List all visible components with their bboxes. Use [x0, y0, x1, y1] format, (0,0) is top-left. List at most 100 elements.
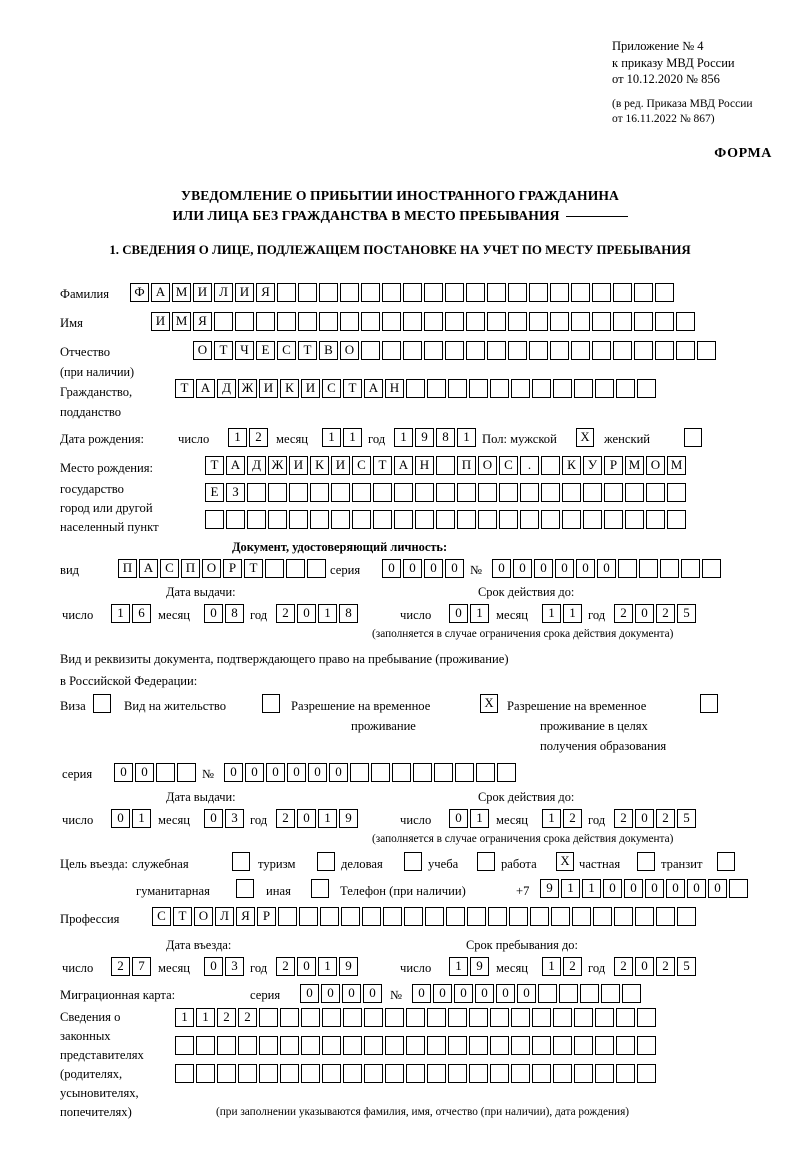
char-cell[interactable]	[532, 1064, 551, 1083]
char-cell[interactable]	[562, 510, 581, 529]
char-cell[interactable]	[238, 1064, 257, 1083]
char-cell[interactable]	[196, 1036, 215, 1055]
char-cell[interactable]	[156, 763, 175, 782]
char-cell[interactable]	[655, 341, 674, 360]
char-cell[interactable]	[469, 1064, 488, 1083]
char-cell[interactable]	[529, 341, 548, 360]
char-cell[interactable]	[466, 341, 485, 360]
char-cell[interactable]	[497, 763, 516, 782]
char-cell[interactable]	[499, 483, 518, 502]
char-cell[interactable]	[340, 312, 359, 331]
char-cell[interactable]: П	[118, 559, 137, 578]
char-cell[interactable]	[446, 907, 465, 926]
char-cell[interactable]: 0	[297, 957, 316, 976]
char-cell[interactable]	[343, 1036, 362, 1055]
char-cell[interactable]	[550, 341, 569, 360]
char-cell[interactable]	[436, 510, 455, 529]
char-cell[interactable]	[634, 341, 653, 360]
char-cell[interactable]	[256, 312, 275, 331]
char-cell[interactable]	[550, 312, 569, 331]
char-cell[interactable]: С	[277, 341, 296, 360]
char-cell[interactable]: Ж	[238, 379, 257, 398]
char-cell[interactable]: 1	[318, 809, 337, 828]
char-cell[interactable]	[469, 1036, 488, 1055]
char-cell[interactable]	[361, 283, 380, 302]
char-cell[interactable]: 0	[433, 984, 452, 1003]
char-cell[interactable]: И	[193, 283, 212, 302]
char-cell[interactable]	[616, 1064, 635, 1083]
char-cell[interactable]: В	[319, 341, 338, 360]
char-cell[interactable]	[655, 283, 674, 302]
char-cell[interactable]	[509, 907, 528, 926]
char-cell[interactable]: 9	[540, 879, 559, 898]
char-cell[interactable]: Т	[175, 379, 194, 398]
char-cell[interactable]: У	[583, 456, 602, 475]
char-cell[interactable]	[280, 1008, 299, 1027]
char-cell[interactable]	[487, 283, 506, 302]
char-cell[interactable]	[466, 312, 485, 331]
char-cell[interactable]	[235, 312, 254, 331]
char-cell[interactable]	[424, 312, 443, 331]
char-cell[interactable]	[278, 907, 297, 926]
char-cell[interactable]	[364, 1064, 383, 1083]
char-cell[interactable]	[265, 559, 284, 578]
char-cell[interactable]	[457, 510, 476, 529]
char-cell[interactable]: 2	[238, 1008, 257, 1027]
char-cell[interactable]	[571, 312, 590, 331]
char-cell[interactable]	[382, 341, 401, 360]
char-cell[interactable]	[196, 1064, 215, 1083]
char-cell[interactable]	[319, 283, 338, 302]
char-cell[interactable]: 0	[403, 559, 422, 578]
char-cell[interactable]: Р	[257, 907, 276, 926]
char-cell[interactable]	[553, 379, 572, 398]
char-cell[interactable]	[268, 483, 287, 502]
char-cell[interactable]: О	[340, 341, 359, 360]
char-cell[interactable]: 1	[563, 604, 582, 623]
sex-female-checkbox[interactable]	[684, 428, 702, 447]
char-cell[interactable]: 0	[204, 809, 223, 828]
char-cell[interactable]	[394, 483, 413, 502]
char-cell[interactable]: 1	[343, 428, 362, 447]
char-cell[interactable]	[445, 312, 464, 331]
char-cell[interactable]	[322, 1064, 341, 1083]
char-cell[interactable]: 0	[329, 763, 348, 782]
char-cell[interactable]: Я	[193, 312, 212, 331]
char-cell[interactable]	[403, 312, 422, 331]
char-cell[interactable]: 2	[563, 957, 582, 976]
char-cell[interactable]: Т	[205, 456, 224, 475]
char-cell[interactable]	[394, 510, 413, 529]
char-cell[interactable]	[487, 312, 506, 331]
char-cell[interactable]	[580, 984, 599, 1003]
char-cell[interactable]	[667, 483, 686, 502]
char-cell[interactable]	[382, 312, 401, 331]
char-cell[interactable]: 0	[266, 763, 285, 782]
char-cell[interactable]	[259, 1064, 278, 1083]
char-cell[interactable]: Н	[385, 379, 404, 398]
char-cell[interactable]	[541, 483, 560, 502]
char-cell[interactable]	[616, 1008, 635, 1027]
char-cell[interactable]	[392, 763, 411, 782]
char-cell[interactable]: 0	[517, 984, 536, 1003]
char-cell[interactable]	[424, 341, 443, 360]
char-cell[interactable]: 0	[424, 559, 443, 578]
char-cell[interactable]: И	[235, 283, 254, 302]
char-cell[interactable]	[469, 379, 488, 398]
visa-checkbox[interactable]	[93, 694, 111, 713]
char-cell[interactable]	[259, 1008, 278, 1027]
char-cell[interactable]	[445, 341, 464, 360]
char-cell[interactable]	[550, 283, 569, 302]
char-cell[interactable]	[277, 283, 296, 302]
edu-residence-checkbox[interactable]	[700, 694, 718, 713]
char-cell[interactable]: 1	[470, 809, 489, 828]
char-cell[interactable]: С	[499, 456, 518, 475]
char-cell[interactable]: 2	[656, 604, 675, 623]
char-cell[interactable]: 0	[245, 763, 264, 782]
char-cell[interactable]	[289, 510, 308, 529]
char-cell[interactable]: 5	[677, 604, 696, 623]
